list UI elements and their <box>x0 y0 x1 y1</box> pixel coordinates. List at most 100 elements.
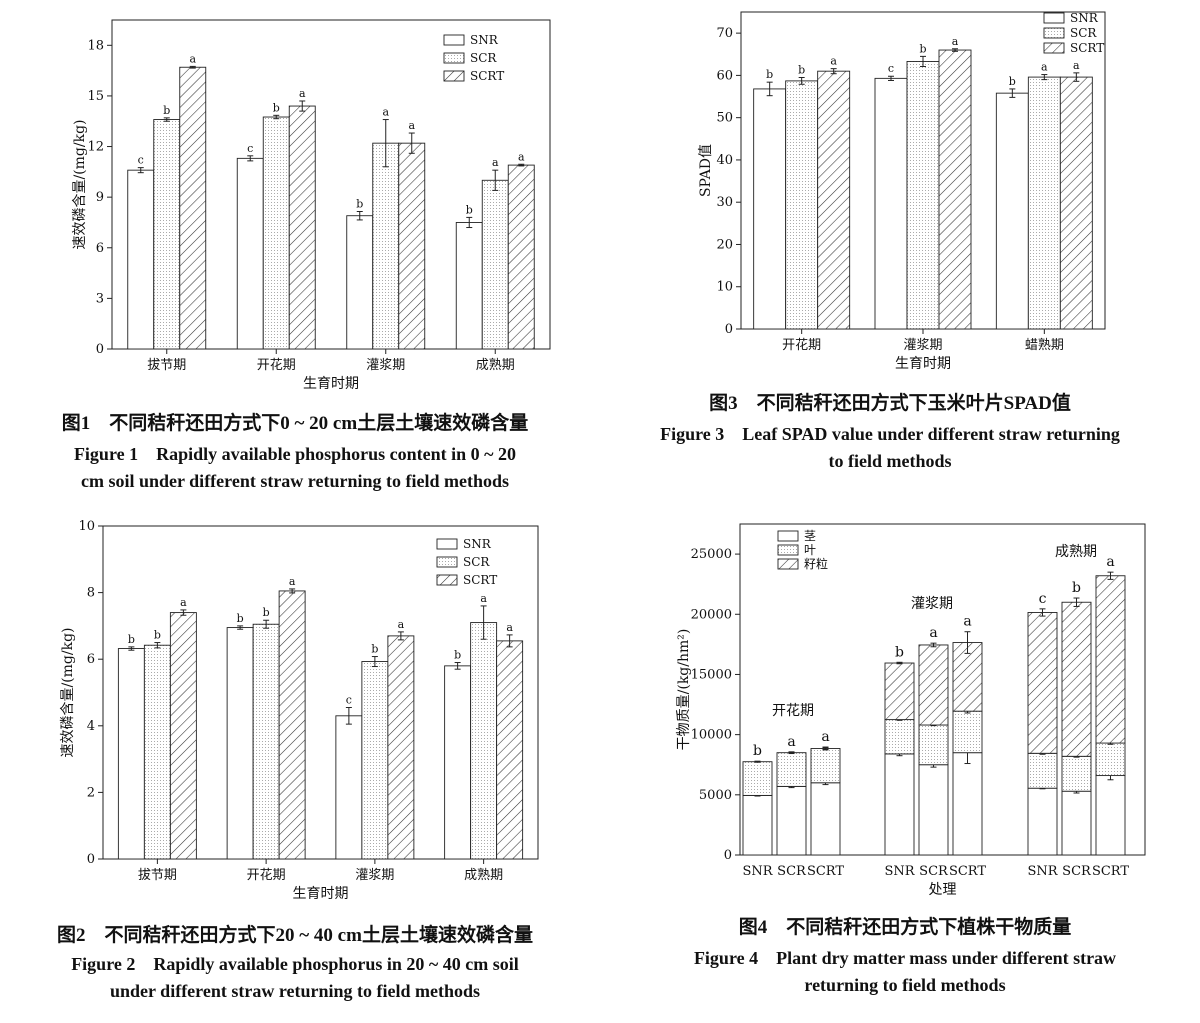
y-axis-label: 干物质量/(kg/hm²) <box>676 629 692 751</box>
legend-swatch-grain <box>777 558 799 570</box>
stack-stem <box>810 782 841 856</box>
y-tick-label: 0 <box>87 852 95 867</box>
error-bar-scr <box>492 169 499 191</box>
significance-letter: b <box>263 606 270 619</box>
error-bar-grain <box>1073 597 1080 607</box>
figure-1-caption-en-1: Figure 1 Rapidly available phosphorus co… <box>73 444 517 464</box>
legend-swatch-scrt <box>443 70 465 82</box>
significance-letter: a <box>289 575 296 588</box>
bar-scr <box>143 644 171 860</box>
significance-letter: b <box>356 197 363 210</box>
bar-snr <box>455 222 483 350</box>
error-bar-grain <box>754 760 761 763</box>
significance-letter: a <box>189 52 196 65</box>
bar-snr <box>753 88 787 330</box>
stack-grain <box>1095 575 1126 744</box>
bar-scr <box>906 61 940 330</box>
error-bar-snr <box>128 646 135 651</box>
figure-3-caption: 图3 不同秸秆还田方式下玉米叶片SPAD值 Figure 3 Leaf SPAD… <box>600 388 1180 475</box>
legend-label-snr: SNR <box>1070 11 1099 25</box>
significance-letter: a <box>929 625 937 641</box>
significance-letter: b <box>798 64 805 77</box>
x-tick-label: 成熟期 <box>464 867 503 883</box>
x-tick-label: 灌浆期 <box>355 868 394 883</box>
significance-letter: c <box>346 693 352 706</box>
bar-snr <box>117 648 145 860</box>
bar-scr <box>1027 76 1061 330</box>
error-bar-scrt <box>518 163 525 167</box>
legend-label-scr: SCR <box>463 555 490 569</box>
legend-label-stem: 茎 <box>804 529 816 543</box>
error-bar-scr <box>273 114 280 120</box>
stack-leaf <box>1061 755 1092 792</box>
stack-stem <box>1095 775 1126 856</box>
y-tick-label: 6 <box>87 652 95 667</box>
error-bar-snr <box>237 625 244 630</box>
bar-scrt <box>169 612 197 860</box>
legend-swatch-leaf <box>777 544 799 556</box>
y-tick-label: 10 <box>716 280 733 295</box>
error-bar-scrt <box>830 68 837 75</box>
legend-swatch-scr <box>1043 27 1065 39</box>
y-tick-label: 20 <box>716 237 733 252</box>
significance-letter: a <box>787 734 795 750</box>
x-tick-label: SCR <box>777 864 807 879</box>
significance-letter: b <box>154 629 161 642</box>
figure-1-chart: 0 3 6 9 12 15 18 速效磷含量/(mg/kg) 生育时期 拔节期 c b a 开花期 c b a 灌… <box>72 19 551 392</box>
stack-leaf <box>810 748 841 784</box>
error-bar-snr <box>466 216 473 229</box>
x-axis-label: 生育时期 <box>303 376 359 392</box>
figure-1-caption: 图1 不同秸秆还田方式下0 ~ 20 cm土层土壤速效磷含量 Figure 1 … <box>0 408 590 495</box>
x-axis-label: 生育时期 <box>293 886 349 902</box>
bar-scrt <box>817 70 851 330</box>
y-tick-label: 6 <box>96 241 104 256</box>
error-bar-scrt <box>299 100 306 112</box>
group-label: 灌浆期 <box>911 596 953 612</box>
error-bar-scr <box>920 55 926 68</box>
bar-scrt <box>398 142 426 350</box>
figure-4-caption-en-2: returning to field methods <box>804 975 1006 995</box>
x-tick-label: 开花期 <box>257 357 296 373</box>
figure-3-caption-zh: 图3 不同秸秆还田方式下玉米叶片SPAD值 <box>709 393 1071 414</box>
stack-stem <box>884 753 915 856</box>
stack-leaf <box>918 724 949 766</box>
y-axis-label: SPAD值 <box>698 144 714 197</box>
bar-scr <box>481 179 509 350</box>
legend-swatch-snr <box>443 34 465 46</box>
significance-letter: b <box>1009 75 1016 88</box>
significance-letter: a <box>518 150 525 163</box>
error-bar-scrt <box>1073 72 1080 82</box>
bar-scr <box>785 80 819 330</box>
bar-scr <box>262 116 290 350</box>
bar-snr <box>127 169 155 350</box>
error-bar-snr <box>247 155 254 162</box>
x-tick-label: 灌浆期 <box>903 338 942 353</box>
figure-4-caption-en-1: Figure 4 Plant dry matter mass under dif… <box>693 948 1117 968</box>
significance-letter: a <box>830 55 837 68</box>
bar-scrt <box>288 105 316 350</box>
bar-scrt <box>278 590 306 860</box>
significance-letter: b <box>273 101 280 114</box>
bar-snr <box>444 665 472 860</box>
y-tick-label: 25000 <box>691 547 732 562</box>
stack-stem <box>742 794 773 856</box>
figure-3-caption-en-2: to field methods <box>828 451 952 471</box>
x-tick-label: SCRT <box>1092 864 1129 879</box>
y-tick-label: 10 <box>78 519 95 534</box>
stack-leaf <box>884 719 915 755</box>
y-tick-label: 15 <box>87 89 104 104</box>
stack-leaf <box>776 752 807 787</box>
bar-snr <box>236 157 264 350</box>
figure-4-caption: 图4 不同秸秆还田方式下植株干物质量 Figure 4 Plant dry ma… <box>610 912 1200 999</box>
significance-letter: b <box>766 68 773 81</box>
significance-letter: b <box>1072 580 1081 596</box>
significance-letter: b <box>237 612 244 625</box>
stack-stem <box>776 785 807 856</box>
y-tick-label: 12 <box>87 140 104 155</box>
bar-scrt <box>507 164 535 350</box>
stack-stem <box>1061 790 1092 856</box>
bar-scr <box>470 622 498 860</box>
stack-grain <box>1027 612 1058 754</box>
figure-3-caption-en-1: Figure 3 Leaf SPAD value under different… <box>660 424 1120 444</box>
y-axis-label: 速效磷含量/(mg/kg) <box>72 119 88 249</box>
